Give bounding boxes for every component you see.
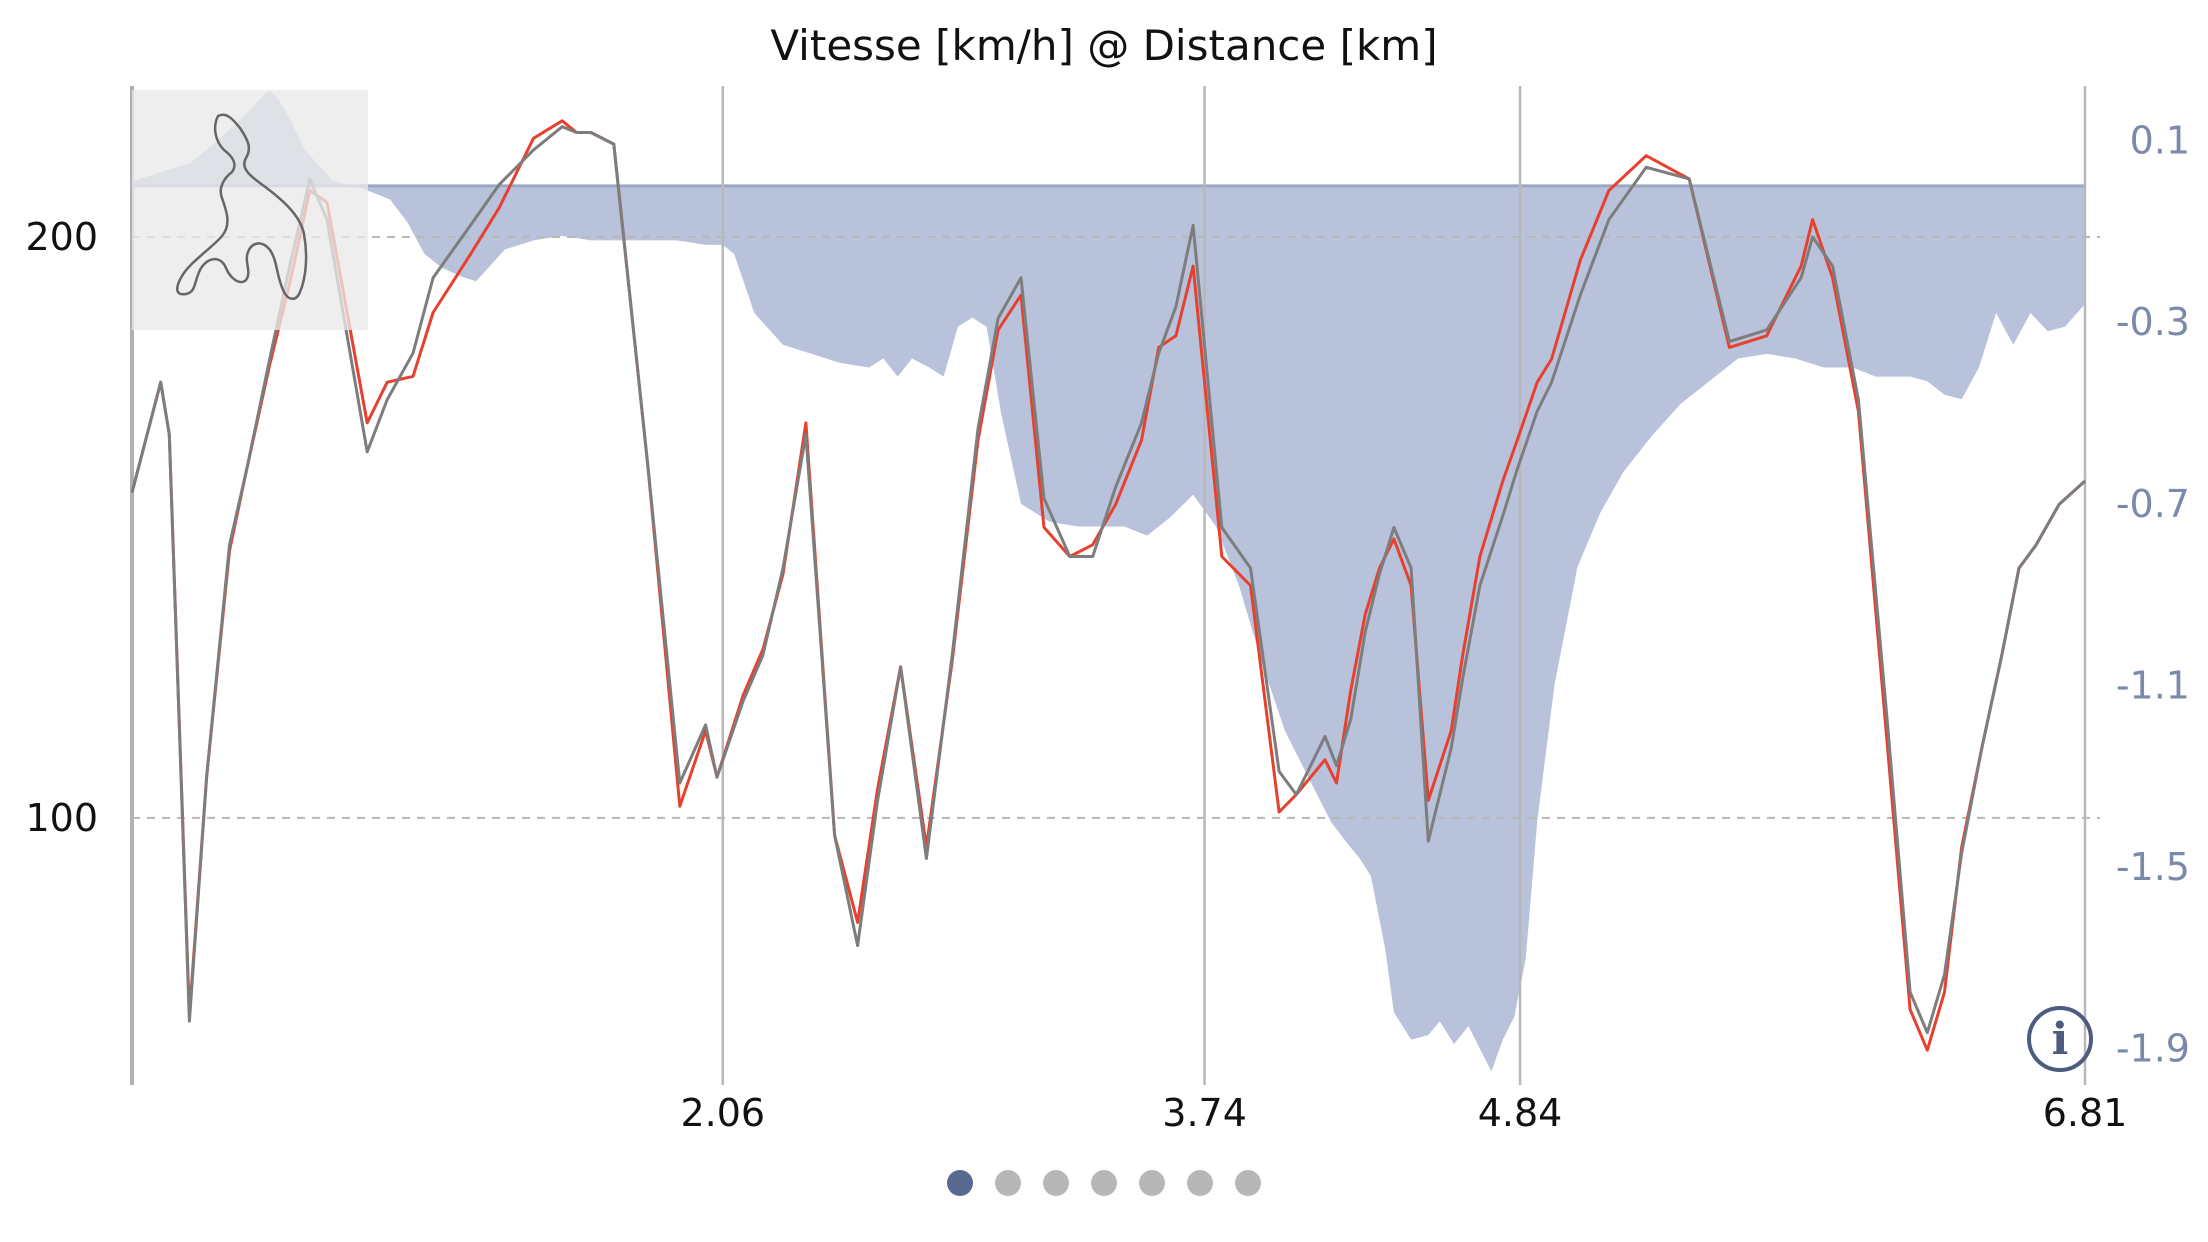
y-tick-label: 200 [25, 215, 98, 259]
page-dot-6[interactable] [1187, 1170, 1213, 1196]
page-dot-7[interactable] [1235, 1170, 1261, 1196]
x-tick-label: 4.84 [1478, 1091, 1563, 1135]
page-dot-4[interactable] [1091, 1170, 1117, 1196]
y-tick-label: 100 [25, 796, 98, 840]
y2-tick-label: -0.3 [2116, 300, 2190, 344]
page-dot-5[interactable] [1139, 1170, 1165, 1196]
page-indicator[interactable] [0, 1170, 2208, 1210]
speed-lines-layer [130, 119, 2087, 1052]
x-tick-label: 3.74 [1162, 1091, 1247, 1135]
x-tick-label: 6.81 [2043, 1091, 2128, 1135]
grid-layer [130, 86, 2100, 1085]
series-line-0 [130, 119, 2087, 1052]
x-tick-label: 2.06 [680, 1091, 765, 1135]
y2-tick-label: 0.1 [2130, 118, 2190, 162]
page-dot-1[interactable] [947, 1170, 973, 1196]
delta-area-layer [132, 90, 2085, 1072]
y2-tick-label: -1.9 [2116, 1027, 2190, 1071]
tick-labels-layer: 2.06 3.74 4.84 6.81 200 100 0.1 -0.3 -0.7 -1.1 -1.… [25, 118, 2190, 1135]
y2-tick-label: -0.7 [2116, 482, 2190, 526]
page-dot-2[interactable] [995, 1170, 1021, 1196]
page-dot-3[interactable] [1043, 1170, 1069, 1196]
track-map-icon [176, 113, 308, 300]
chart-title: Vitesse [km/h] @ Distance [km] [770, 21, 1437, 70]
series-line-1 [130, 125, 2087, 1035]
y2-tick-label: -1.5 [2116, 845, 2190, 889]
track-map-inset[interactable] [132, 90, 368, 330]
info-icon[interactable]: i [2027, 1006, 2093, 1072]
delta-area [132, 90, 2085, 1072]
y2-tick-label: -1.1 [2116, 663, 2190, 707]
track-map-background [132, 90, 368, 330]
